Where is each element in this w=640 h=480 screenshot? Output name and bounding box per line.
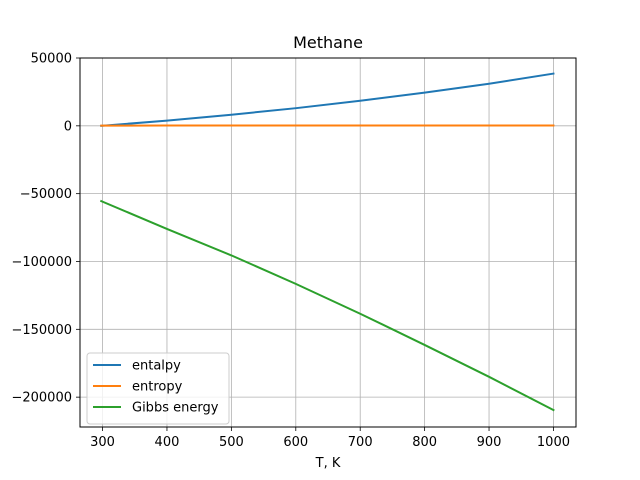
x-tick-label: 400 [155, 435, 180, 450]
legend-box [86, 352, 230, 425]
plot-frame [79, 57, 577, 428]
y-tick-label: −200000 [11, 391, 72, 406]
series-line-0 [100, 72, 555, 127]
x-tick-label: 800 [412, 435, 437, 450]
x-tick-label: 500 [219, 435, 244, 450]
x-tick-label: 600 [283, 435, 308, 450]
chart-title: Methane [293, 33, 363, 52]
y-tick-label: 0 [64, 119, 72, 134]
series-lines [99, 72, 555, 412]
axis-ticks: 300 400 500 600 700 800 900 1000 50000 0 −50000 −10… [11, 52, 570, 451]
y-tick-label: 50000 [31, 52, 72, 67]
y-tick-label: −150000 [11, 323, 72, 338]
legend-label: entropy [132, 380, 183, 395]
x-tick-label: 900 [477, 435, 502, 450]
x-tick-label: 300 [90, 435, 115, 450]
x-tick-label: 700 [348, 435, 373, 450]
series-line-2 [99, 199, 555, 412]
y-tick-label: −50000 [20, 187, 72, 202]
legend: entalpy entropy Gibbs energy [86, 352, 230, 425]
x-axis-label: T, K [315, 456, 341, 471]
legend-label: Gibbs energy [132, 401, 219, 416]
legend-label: entalpy [132, 359, 181, 374]
x-tick-label: 1000 [537, 435, 570, 450]
y-tick-label: −100000 [11, 255, 72, 270]
